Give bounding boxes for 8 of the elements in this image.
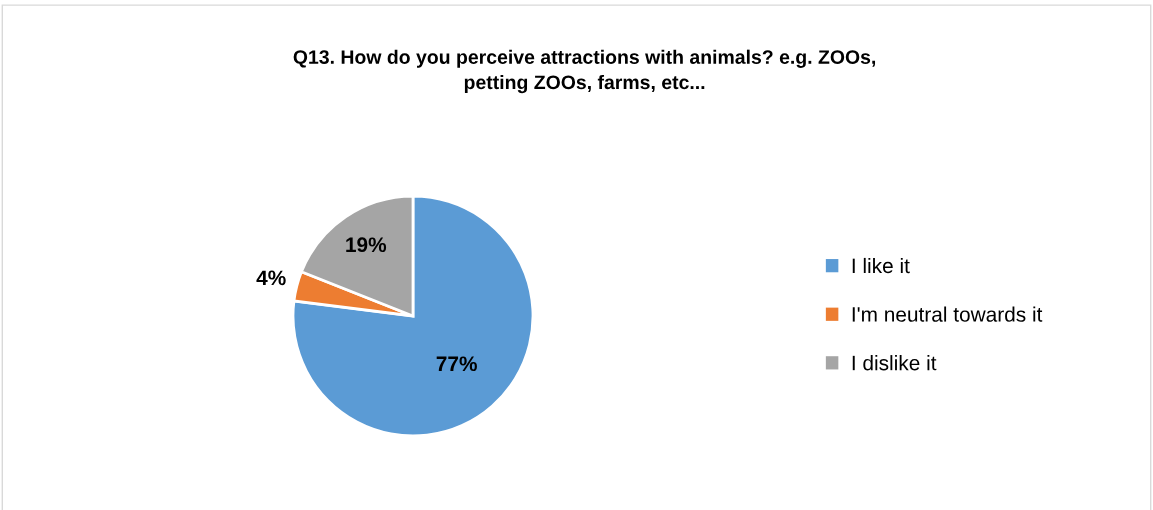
data-label: 77% (436, 356, 477, 372)
legend-label: I like it (852, 257, 910, 274)
data-label: 19% (346, 237, 387, 253)
pie-slice (291, 194, 535, 438)
data-label: 4% (256, 270, 286, 286)
chart-title: Q13. How do you perceive attractions with animals? e.g. ZOOs, petting ZOOs, farms, etc... (293, 49, 876, 94)
legend-label: I dislike it (852, 355, 937, 371)
legend-label: I'm neutral towards it (852, 306, 1043, 322)
